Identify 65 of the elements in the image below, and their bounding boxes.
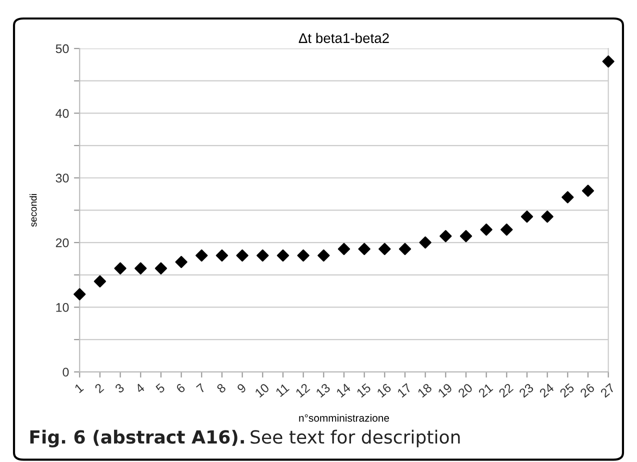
x-tick-label: 17 <box>396 383 412 398</box>
x-tick-label: 14 <box>336 382 352 398</box>
x-tick-label: 25 <box>559 382 575 398</box>
point <box>114 262 126 274</box>
point <box>500 224 513 236</box>
point <box>94 275 106 288</box>
y-tick-label: 20 <box>56 238 69 248</box>
x-tick-label: 2 <box>94 382 104 394</box>
y-tick-label: 0 <box>62 368 69 377</box>
point <box>460 230 472 242</box>
x-tick-label: 5 <box>155 383 166 394</box>
x-tick-label: 15 <box>356 383 372 398</box>
x-tick-label: 16 <box>376 382 392 398</box>
point <box>358 242 370 256</box>
x-tick-label: 10 <box>254 382 270 398</box>
point <box>256 249 269 262</box>
point <box>582 184 594 197</box>
point <box>196 249 208 262</box>
x-tick-label: 11 <box>275 383 290 397</box>
x-tick-label: 9 <box>236 382 247 394</box>
x-tick-label: 20 <box>458 382 474 398</box>
x-tick-label: 7 <box>196 383 206 394</box>
point <box>134 262 147 274</box>
y-tick-label: 30 <box>56 174 69 183</box>
x-tick-label: 18 <box>417 382 432 398</box>
x-tick-label: 4 <box>134 382 146 394</box>
caption: Fig. 6 (abstract A16). <box>30 430 244 448</box>
x-tick-label: 22 <box>498 382 514 398</box>
point <box>562 191 574 204</box>
point <box>297 249 310 262</box>
point <box>276 249 290 262</box>
x-tick-label: 1 <box>74 383 84 394</box>
y-axis-title: secondi <box>30 194 37 227</box>
point <box>338 242 350 256</box>
x-tick-label: 24 <box>538 382 554 398</box>
x-axis-title: n°somministrazione <box>299 414 390 422</box>
chart-title: Δt beta1-beta2 <box>298 32 389 44</box>
x-tick-label: 6 <box>176 382 186 394</box>
point <box>378 242 391 256</box>
point <box>480 224 492 236</box>
x-tick-label: 19 <box>438 382 453 398</box>
point <box>419 236 432 249</box>
point <box>236 249 248 262</box>
text: See text for description <box>250 430 460 448</box>
point <box>318 249 330 262</box>
point <box>74 288 86 300</box>
point <box>520 210 534 223</box>
point <box>154 262 168 274</box>
y-tick-label: 40 <box>56 108 69 118</box>
point <box>602 55 614 68</box>
point <box>541 210 554 223</box>
x-tick-label: 27 <box>600 382 616 398</box>
y-tick-label: 10 <box>56 303 69 312</box>
y-tick-label: 50 <box>56 44 69 54</box>
x-tick-label: 23 <box>518 382 534 398</box>
x-tick-label: 8 <box>216 382 226 394</box>
x-tick-label: 3 <box>114 382 125 394</box>
point <box>440 230 452 242</box>
point <box>398 242 412 256</box>
x-tick-label: 26 <box>580 382 596 398</box>
x-tick-label: 12 <box>295 382 310 398</box>
x-tick-label: 13 <box>316 382 331 398</box>
point <box>175 256 188 268</box>
point <box>216 249 228 262</box>
x-tick-label: 21 <box>478 382 494 398</box>
